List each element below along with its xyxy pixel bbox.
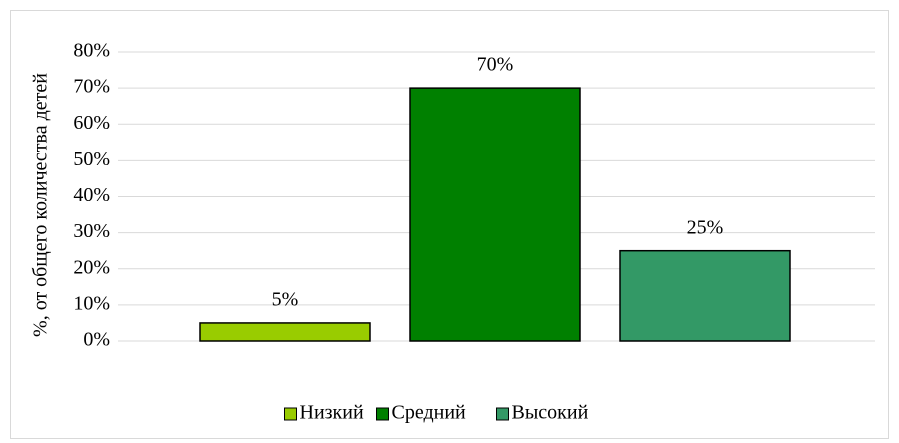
legend-swatch <box>376 407 389 421</box>
legend-swatch <box>284 407 297 421</box>
legend-label: Средний <box>392 402 467 424</box>
y-axis-label: %, от общего количества детей <box>30 73 52 337</box>
y-tick-label: 60% <box>73 112 110 134</box>
data-label: 25% <box>687 216 724 238</box>
legend-swatch <box>496 407 509 421</box>
bar <box>619 249 791 342</box>
y-tick-label: 70% <box>73 76 110 98</box>
data-label: 70% <box>477 54 514 76</box>
y-tick-label: 80% <box>73 40 110 62</box>
y-tick-label: 40% <box>73 184 110 206</box>
bar <box>199 322 371 342</box>
y-tick-label: 30% <box>73 220 110 242</box>
data-label: 5% <box>272 289 299 311</box>
y-tick-label: 10% <box>73 292 110 314</box>
y-tick-label: 20% <box>73 256 110 278</box>
legend-label: Низкий <box>300 402 364 424</box>
bar <box>409 87 581 342</box>
legend-label: Высокий <box>512 402 589 424</box>
y-tick-label: 50% <box>73 148 110 170</box>
y-tick-label: 0% <box>83 329 110 351</box>
